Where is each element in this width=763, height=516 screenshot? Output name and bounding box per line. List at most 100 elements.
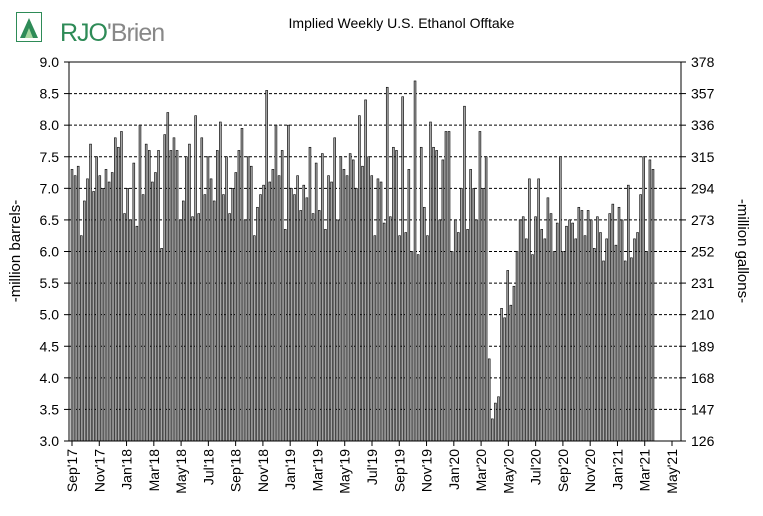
bar [395,150,398,442]
bar [117,146,120,442]
bar [494,402,497,442]
bar [633,238,636,442]
bar [389,216,392,442]
bar [583,235,587,442]
y2-tick-label: 294 [691,180,715,196]
bar [645,251,649,442]
bar [404,232,408,442]
bar [364,99,367,442]
bar [240,128,244,442]
bar [234,172,238,442]
bar [596,216,599,442]
bar [302,184,306,442]
y2-tick-label: 357 [691,86,715,102]
y2-tick-label: 252 [691,244,715,260]
bar [305,197,309,442]
bar [178,219,182,442]
bar [627,184,630,442]
bar [555,222,559,442]
bar [237,150,241,442]
bar [497,396,500,442]
bar [157,150,160,442]
bar [608,213,611,442]
bar [429,121,432,442]
bar [515,251,519,442]
bar [163,134,166,442]
bar [639,194,642,442]
bar [602,260,605,442]
bar [453,219,457,442]
bar [203,194,207,442]
bar [249,165,253,442]
bar [518,219,522,442]
x-tick-label: May'21 [664,449,680,494]
y-tick-label: 6.5 [40,212,60,228]
x-tick-label: May'19 [337,449,353,494]
bar [166,112,170,442]
bar [317,210,321,442]
y2-tick-label: 273 [691,212,715,228]
bar [287,124,290,442]
y-tick-label: 7.0 [40,180,60,196]
x-tick-label: Sep'20 [555,449,571,492]
bar [141,194,145,442]
y2-axis-title: -million gallons- [734,199,751,303]
bar [172,137,176,442]
x-tick-label: Mar'21 [637,449,653,492]
y-tick-label: 4.0 [40,370,60,386]
y2-tick-label: 126 [691,433,715,449]
y-tick-label: 5.5 [40,275,60,291]
bar [478,131,482,442]
bar [222,194,225,442]
x-tick-label: Mar'19 [309,449,325,492]
y-tick-label: 6.0 [40,244,60,260]
bar [76,165,80,442]
x-tick-label: Nov'19 [419,449,435,492]
y-tick-label: 8.5 [40,86,60,102]
bar [525,238,528,442]
bar [101,188,105,442]
x-tick-label: May'18 [173,449,189,494]
bar [423,206,426,442]
bar [475,219,479,442]
x-tick-label: Jan'21 [609,449,625,490]
y2-tick-label: 147 [691,401,715,417]
bar [104,169,108,442]
bar [586,210,590,442]
bar [361,165,364,442]
bar [200,137,204,442]
x-tick-label: Jan'20 [446,449,462,490]
bar [503,317,506,442]
bar [630,257,633,442]
bar [219,121,222,442]
bar [98,175,102,442]
bar [129,219,132,442]
bar [73,175,77,442]
y-tick-label: 5.0 [40,307,60,323]
bar [611,203,615,442]
bar [463,105,466,442]
bar [355,188,358,442]
y-tick-label: 3.0 [40,433,60,449]
bar [110,172,114,442]
bar [457,232,460,442]
bar [559,156,562,442]
bar [86,178,89,442]
y2-tick-label: 315 [691,149,715,165]
bar [206,156,210,442]
y2-tick-label: 231 [691,275,715,291]
bar [447,131,451,442]
x-tick-label: Nov'20 [582,449,598,492]
bar [148,150,151,442]
bar [432,146,435,442]
bar [528,178,531,442]
bar [534,216,537,442]
bar [330,181,333,442]
bar [636,232,639,442]
bar [577,206,581,442]
bar [151,181,154,442]
bar [80,235,83,442]
bar [280,150,284,442]
y2-tick-label: 168 [691,370,715,386]
bar [274,124,278,442]
